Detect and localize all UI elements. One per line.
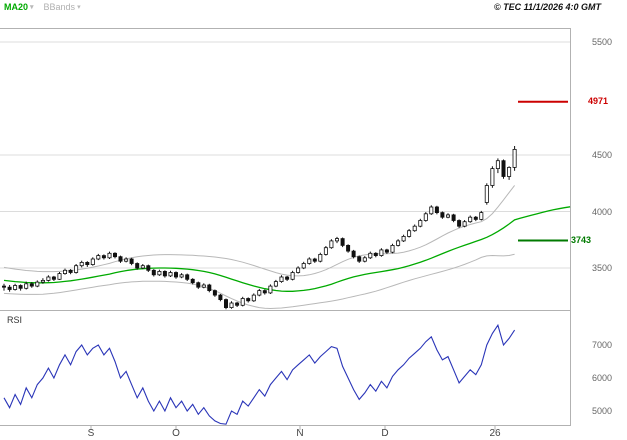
copyright-text: © TEC 11/1/2026 4:0 GMT [493,2,601,12]
candles-layer [2,146,517,310]
ma20-line [3,206,571,292]
ma20-legend[interactable]: MA20 ▾ [4,2,34,13]
bollinger-bands [3,185,515,310]
support-level-label: 3743 [571,235,592,245]
rsi-line [3,323,516,425]
chevron-down-icon: ▾ [30,4,34,11]
rsi-panel-label: RSI [7,315,23,325]
bbands-legend[interactable]: BBands ▾ [44,2,81,13]
ma20-legend-label: MA20 [4,2,29,12]
chart-legend: MA20 ▾ BBands ▾ [4,2,81,13]
bbands-legend-label: BBands [43,2,76,12]
resistance-level-label: 4971 [588,96,609,106]
chevron-down-icon: ▾ [77,4,81,11]
price-gridlines [0,41,570,269]
panel-frame [0,28,571,430]
